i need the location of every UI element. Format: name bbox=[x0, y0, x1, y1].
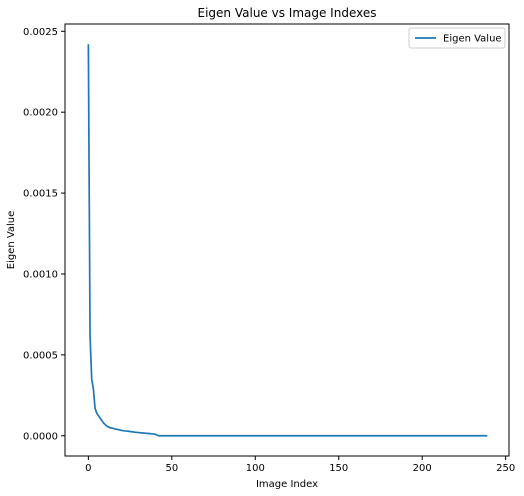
x-axis-ticks: 0 50 100 150 200 250 bbox=[85, 456, 515, 474]
y-axis-ticks: 0.0000 0.0005 0.0010 0.0015 0.0020 0.0025 bbox=[23, 27, 65, 442]
y-axis-label: Eigen Value bbox=[6, 211, 17, 270]
x-tick-label: 0 bbox=[85, 463, 91, 474]
x-tick-label: 100 bbox=[246, 463, 265, 474]
x-tick-label: 150 bbox=[329, 463, 348, 474]
plot-area: 0 50 100 150 200 250 0.0000 0.0005 0.0010 0.0015… bbox=[23, 23, 515, 474]
y-tick-label: 0.0020 bbox=[23, 108, 58, 119]
x-tick-label: 50 bbox=[165, 463, 178, 474]
x-axis-label: Image Index bbox=[256, 479, 318, 490]
x-tick-label: 200 bbox=[413, 463, 432, 474]
legend: Eigen Value bbox=[408, 27, 506, 49]
y-tick-label: 0.0005 bbox=[23, 350, 58, 361]
series-line-eigen-value bbox=[87, 44, 488, 437]
y-tick-label: 0.0015 bbox=[23, 189, 58, 200]
legend-entry-eigen-value: Eigen Value bbox=[443, 34, 502, 45]
y-tick-label: 0.0000 bbox=[23, 431, 58, 442]
series-layer bbox=[87, 44, 488, 437]
x-tick-label: 250 bbox=[496, 463, 515, 474]
chart-title: Eigen Value vs Image Indexes bbox=[198, 6, 377, 20]
y-tick-label: 0.0025 bbox=[23, 27, 58, 38]
plot-frame bbox=[64, 23, 510, 457]
legend-box bbox=[408, 27, 506, 49]
y-tick-label: 0.0010 bbox=[23, 269, 58, 280]
